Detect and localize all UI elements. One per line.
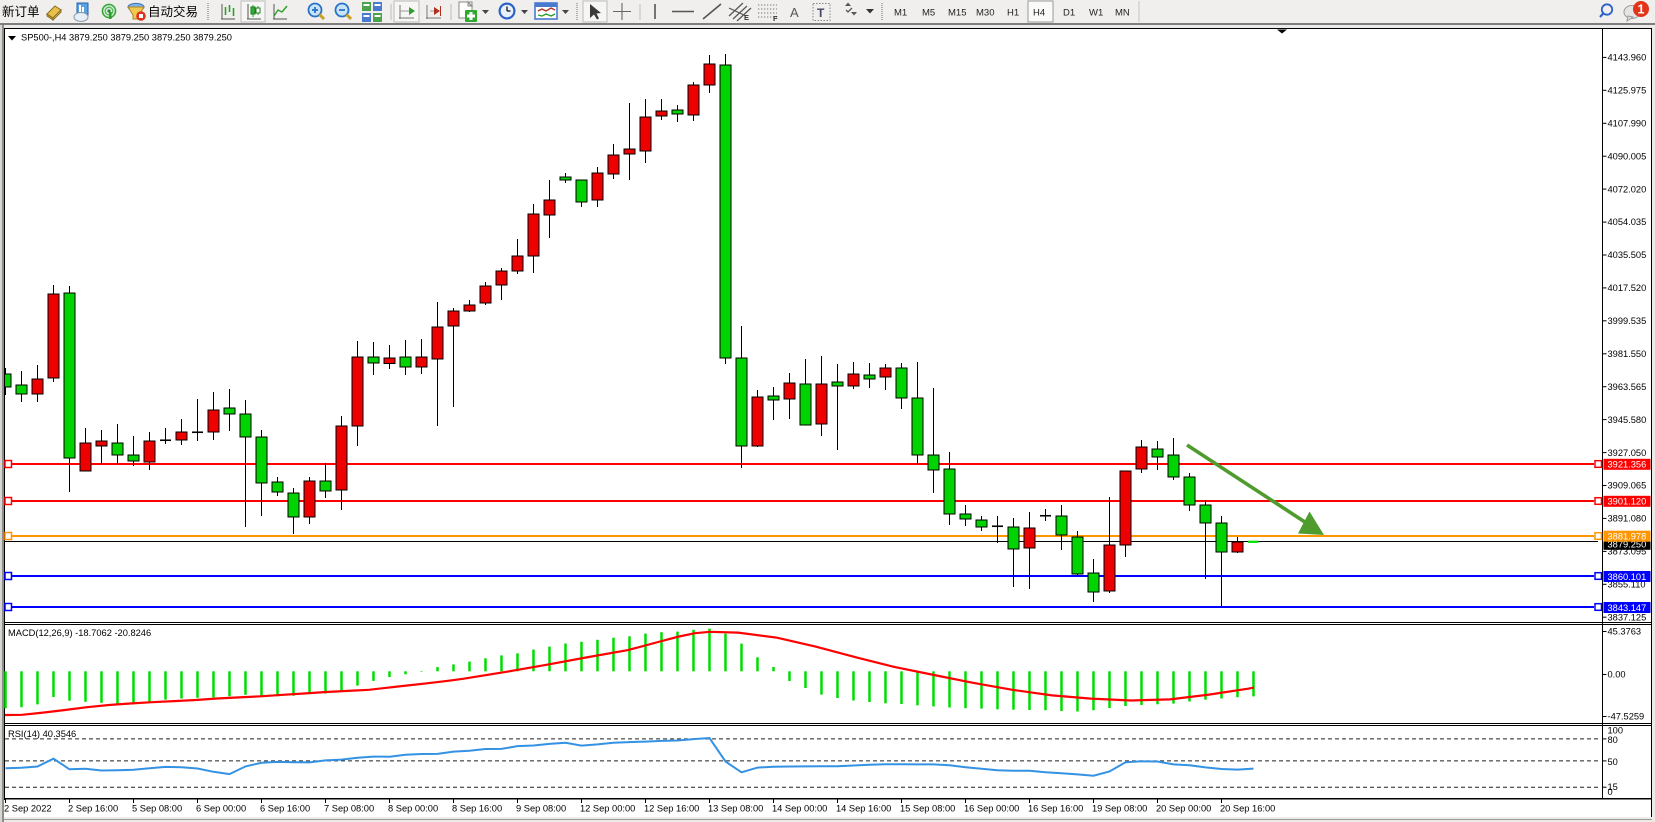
svg-text:H1: H1 [1007, 8, 1019, 19]
svg-text:12 Sep 16:00: 12 Sep 16:00 [644, 804, 699, 814]
svg-text:3891.080: 3891.080 [1608, 514, 1647, 524]
svg-text:3921.356: 3921.356 [1608, 460, 1647, 470]
svg-text:4090.005: 4090.005 [1608, 151, 1647, 161]
svg-text:45.3763: 45.3763 [1608, 627, 1642, 637]
svg-text:3901.120: 3901.120 [1608, 497, 1647, 507]
svg-text:6 Sep 16:00: 6 Sep 16:00 [260, 804, 310, 814]
svg-text:W1: W1 [1089, 8, 1103, 19]
svg-text:20 Sep 16:00: 20 Sep 16:00 [1220, 804, 1275, 814]
svg-text:8 Sep 16:00: 8 Sep 16:00 [452, 804, 502, 814]
svg-text:-47.5259: -47.5259 [1608, 712, 1645, 722]
svg-text:1: 1 [1638, 3, 1645, 17]
svg-text:2 Sep 2022: 2 Sep 2022 [4, 804, 52, 814]
svg-text:M1: M1 [894, 8, 907, 19]
svg-text:3945.580: 3945.580 [1608, 415, 1647, 425]
svg-text:3881.978: 3881.978 [1608, 532, 1647, 542]
svg-text:SP500-,H4 3879.250 3879.250 3: SP500-,H4 3879.250 3879.250 3879.250 387… [21, 33, 232, 43]
svg-text:A: A [790, 5, 799, 20]
svg-text:3999.535: 3999.535 [1608, 316, 1647, 326]
svg-text:RSI(14) 40.3546: RSI(14) 40.3546 [8, 729, 76, 739]
svg-text:M15: M15 [948, 8, 966, 19]
svg-text:4017.520: 4017.520 [1608, 283, 1647, 293]
svg-text:MACD(12,26,9) -18.7062 -20.824: MACD(12,26,9) -18.7062 -20.8246 [8, 628, 151, 638]
svg-text:4143.960: 4143.960 [1608, 53, 1647, 63]
svg-text:50: 50 [1608, 757, 1618, 767]
svg-text:14 Sep 16:00: 14 Sep 16:00 [836, 804, 891, 814]
svg-text:F: F [773, 14, 778, 23]
svg-text:D1: D1 [1063, 8, 1075, 19]
svg-text:12 Sep 00:00: 12 Sep 00:00 [580, 804, 635, 814]
svg-text:15: 15 [1608, 782, 1618, 792]
svg-text:7 Sep 08:00: 7 Sep 08:00 [324, 804, 374, 814]
svg-text:6 Sep 00:00: 6 Sep 00:00 [196, 804, 246, 814]
svg-text:MN: MN [1115, 8, 1130, 19]
svg-text:3981.550: 3981.550 [1608, 349, 1647, 359]
svg-text:3927.050: 3927.050 [1608, 448, 1647, 458]
svg-text:5 Sep 08:00: 5 Sep 08:00 [132, 804, 182, 814]
svg-text:15 Sep 08:00: 15 Sep 08:00 [900, 804, 955, 814]
svg-text:9 Sep 08:00: 9 Sep 08:00 [516, 804, 566, 814]
svg-text:4054.035: 4054.035 [1608, 217, 1647, 227]
svg-text:3873.095: 3873.095 [1608, 547, 1647, 557]
svg-text:80: 80 [1608, 735, 1618, 745]
svg-text:13 Sep 08:00: 13 Sep 08:00 [708, 804, 763, 814]
svg-text:14 Sep 00:00: 14 Sep 00:00 [772, 804, 827, 814]
svg-text:4107.990: 4107.990 [1608, 119, 1647, 129]
svg-text:100: 100 [1608, 726, 1624, 736]
svg-text:3843.147: 3843.147 [1608, 603, 1647, 613]
svg-text:自动交易: 自动交易 [148, 4, 198, 19]
svg-text:16 Sep 16:00: 16 Sep 16:00 [1028, 804, 1083, 814]
svg-text:3837.125: 3837.125 [1608, 612, 1647, 622]
svg-text:4072.020: 4072.020 [1608, 184, 1647, 194]
svg-text:3855.110: 3855.110 [1608, 580, 1646, 590]
svg-text:4035.505: 4035.505 [1608, 250, 1647, 260]
svg-text:H4: H4 [1033, 8, 1045, 19]
svg-text:3963.565: 3963.565 [1608, 382, 1647, 392]
svg-text:3860.101: 3860.101 [1608, 572, 1647, 582]
svg-text:3909.065: 3909.065 [1608, 481, 1647, 491]
svg-text:T: T [817, 6, 825, 20]
svg-text:0: 0 [1608, 787, 1613, 797]
svg-text:新订单: 新订单 [2, 4, 40, 19]
svg-text:0.00: 0.00 [1608, 670, 1626, 680]
svg-text:4125.975: 4125.975 [1608, 86, 1647, 96]
svg-text:19 Sep 08:00: 19 Sep 08:00 [1092, 804, 1147, 814]
svg-text:20 Sep 00:00: 20 Sep 00:00 [1156, 804, 1211, 814]
svg-text:E: E [744, 13, 749, 22]
svg-text:M5: M5 [922, 8, 935, 19]
svg-text:M30: M30 [976, 8, 994, 19]
svg-text:16 Sep 00:00: 16 Sep 00:00 [964, 804, 1019, 814]
svg-text:2 Sep 16:00: 2 Sep 16:00 [68, 804, 118, 814]
svg-text:8 Sep 00:00: 8 Sep 00:00 [388, 804, 438, 814]
svg-text:3879.250: 3879.250 [1608, 540, 1647, 550]
